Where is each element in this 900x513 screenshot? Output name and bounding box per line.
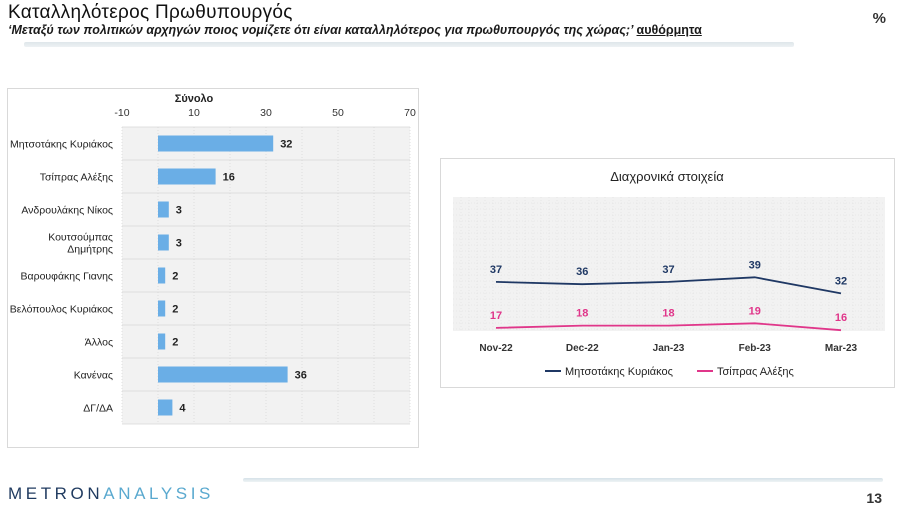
data-label: 32 xyxy=(835,275,847,287)
footer-divider xyxy=(243,478,883,482)
bar xyxy=(158,201,169,218)
bar-value-label: 16 xyxy=(223,172,235,184)
category-label: Άλλος xyxy=(85,337,113,349)
x-tick-label: 10 xyxy=(188,107,200,119)
series-line xyxy=(495,322,842,332)
series-line xyxy=(495,276,842,295)
data-label: 19 xyxy=(749,305,761,317)
x-tick-label: 50 xyxy=(332,107,344,119)
bar xyxy=(158,333,166,350)
data-label: 17 xyxy=(490,310,502,322)
x-tick-label: Dec-22 xyxy=(566,343,599,354)
category-label: Βαρουφάκης Γιανης xyxy=(21,271,113,283)
data-label: 37 xyxy=(490,264,502,276)
logo-part-metron: METRON xyxy=(8,484,104,503)
category-label: Δημήτρης xyxy=(67,244,113,256)
x-tick-label: Nov-22 xyxy=(479,343,513,354)
data-label: 18 xyxy=(662,308,674,320)
category-label: Βελόπουλος Κυριάκος xyxy=(10,304,113,316)
x-tick-label: Feb-23 xyxy=(739,343,772,354)
x-tick-label: 30 xyxy=(260,107,272,119)
logo-part-analysis: ANALYSIS xyxy=(103,484,214,503)
bar-value-label: 32 xyxy=(280,139,292,151)
bar xyxy=(158,168,216,185)
legend-label: Τσίπρας Αλέξης xyxy=(717,366,794,378)
page-title: Καταλληλότερος Πρωθυπουργός xyxy=(8,2,293,23)
bar-value-label: 2 xyxy=(172,271,178,283)
header-divider xyxy=(24,42,794,47)
bar xyxy=(158,366,288,383)
bar-value-label: 2 xyxy=(172,304,178,316)
chart-title: Διαχρονικά στοιχεία xyxy=(610,169,724,184)
bar-value-label: 4 xyxy=(179,403,186,415)
unit-label: % xyxy=(872,10,886,27)
bar-value-label: 3 xyxy=(176,205,182,217)
data-label: 16 xyxy=(835,312,847,324)
bar-value-label: 3 xyxy=(176,238,182,250)
bar xyxy=(158,300,166,317)
line-chart-panel: Διαχρονικά στοιχεία Nov-22 Dec-22 Jan-23 Feb… xyxy=(440,158,895,388)
category-label: Τσίπρας Αλέξης xyxy=(40,172,113,184)
bar xyxy=(158,135,274,152)
bar xyxy=(158,399,173,416)
bar-value-label: 36 xyxy=(295,370,307,382)
data-label: 36 xyxy=(576,266,588,278)
question-tag: αυθόρμητα xyxy=(636,23,702,37)
category-label: Κουτσούμπας xyxy=(48,232,113,244)
legend-label: Μητσοτάκης Κυριάκος xyxy=(565,366,673,378)
x-tick-label: 70 xyxy=(404,107,416,119)
x-tick-label: Jan-23 xyxy=(653,343,685,354)
category-label: Ανδρουλάκης Νίκος xyxy=(21,205,113,217)
page-subtitle: ‘Μεταξύ των πολιτικών αρχηγών ποιος νομί… xyxy=(8,23,702,37)
data-label: 39 xyxy=(749,259,761,271)
bar xyxy=(158,234,169,251)
category-label: ΔΓ/ΔΑ xyxy=(83,403,113,415)
question-text: ‘Μεταξύ των πολιτικών αρχηγών ποιος νομί… xyxy=(8,23,634,37)
data-label: 18 xyxy=(576,308,588,320)
page-number: 13 xyxy=(866,490,882,506)
x-tick-label: -10 xyxy=(114,107,129,119)
series-title: Σύνολο xyxy=(175,93,214,105)
brand-logo: METRONANALYSIS xyxy=(8,484,214,504)
line-chart: Διαχρονικά στοιχεία Nov-22 Dec-22 Jan-23 Feb… xyxy=(453,169,885,378)
bar xyxy=(158,267,166,284)
bar-value-label: 2 xyxy=(172,337,178,349)
bar-chart-panel: Σύνολο -10 10 30 50 70 Μητσοτάκης Κυριάκος 32 Τσ… xyxy=(7,88,419,448)
data-label: 37 xyxy=(662,264,674,276)
x-tick-label: Mar-23 xyxy=(825,343,858,354)
category-label: Κανένας xyxy=(74,370,113,382)
category-label: Μητσοτάκης Κυριάκος xyxy=(10,139,113,151)
